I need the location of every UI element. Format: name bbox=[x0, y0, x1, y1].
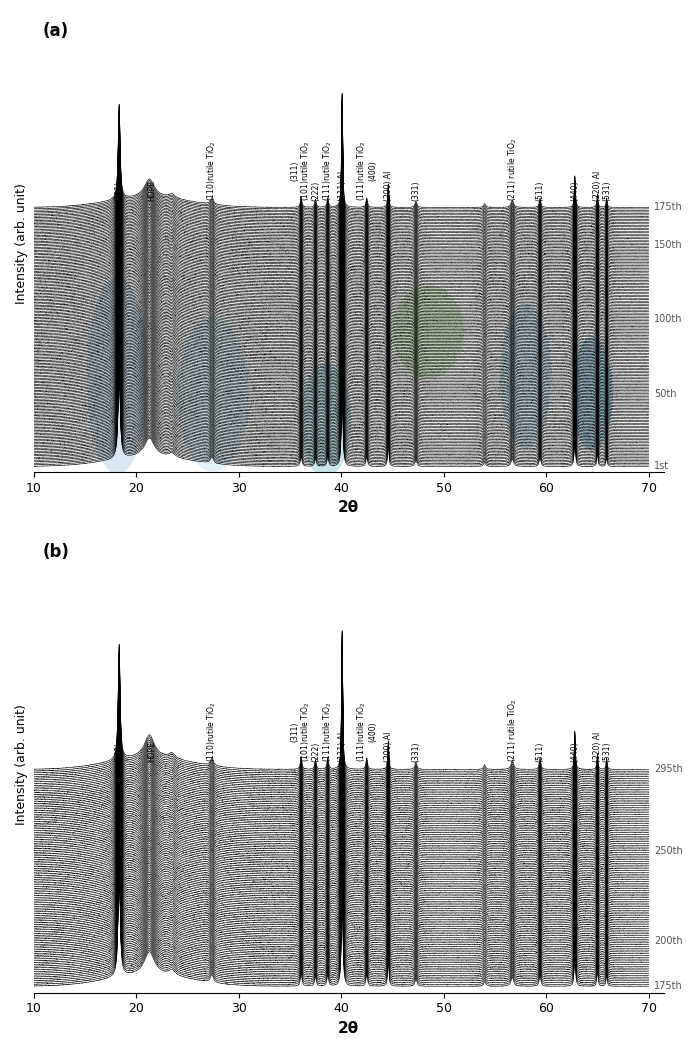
Text: (222): (222) bbox=[311, 742, 320, 762]
Ellipse shape bbox=[300, 363, 352, 477]
Ellipse shape bbox=[87, 277, 148, 474]
Text: HDPE: HDPE bbox=[147, 741, 156, 762]
Text: 175th: 175th bbox=[654, 203, 682, 212]
Text: (331): (331) bbox=[412, 181, 421, 201]
Text: (111): (111) bbox=[115, 742, 124, 762]
Text: (531): (531) bbox=[602, 181, 611, 201]
Ellipse shape bbox=[177, 316, 249, 472]
Text: (211) rutile TiO$_2$: (211) rutile TiO$_2$ bbox=[506, 138, 519, 201]
Text: 150th: 150th bbox=[654, 240, 682, 250]
Text: (111)rutile TiO$_2$
(400): (111)rutile TiO$_2$ (400) bbox=[356, 701, 378, 762]
Y-axis label: Intensity (arb. unit): Intensity (arb. unit) bbox=[15, 704, 28, 825]
Text: (222): (222) bbox=[311, 181, 320, 201]
Text: (331): (331) bbox=[412, 741, 421, 762]
Text: (111): (111) bbox=[115, 181, 124, 201]
Text: (211) rutile TiO$_2$: (211) rutile TiO$_2$ bbox=[506, 699, 519, 762]
X-axis label: 2θ: 2θ bbox=[338, 500, 359, 515]
Text: (a): (a) bbox=[43, 22, 69, 40]
Text: (111) Al: (111) Al bbox=[338, 731, 347, 762]
Text: (511): (511) bbox=[535, 741, 545, 762]
Text: (111)rutile TiO$_2$: (111)rutile TiO$_2$ bbox=[322, 701, 334, 762]
Text: HDPE: HDPE bbox=[147, 180, 156, 201]
Text: (440): (440) bbox=[570, 741, 579, 762]
Text: (440): (440) bbox=[570, 181, 579, 201]
Ellipse shape bbox=[572, 337, 613, 451]
Text: 100th: 100th bbox=[654, 314, 682, 324]
Text: 200th: 200th bbox=[654, 936, 682, 946]
Text: 295th: 295th bbox=[654, 764, 682, 775]
Text: 50th: 50th bbox=[654, 389, 677, 398]
Y-axis label: Intensity (arb. unit): Intensity (arb. unit) bbox=[15, 183, 28, 304]
Text: (531): (531) bbox=[602, 741, 611, 762]
Text: (200) Al: (200) Al bbox=[384, 731, 393, 762]
Text: 175th: 175th bbox=[654, 982, 682, 991]
Text: (311)
(101)rutile TiO$_2$: (311) (101)rutile TiO$_2$ bbox=[290, 141, 312, 201]
Text: (110)rutile TiO$_2$: (110)rutile TiO$_2$ bbox=[206, 701, 218, 762]
Text: (111)rutile TiO$_2$
(400): (111)rutile TiO$_2$ (400) bbox=[356, 141, 378, 201]
Ellipse shape bbox=[392, 285, 464, 378]
Text: (111) Al: (111) Al bbox=[338, 171, 347, 201]
Text: (511): (511) bbox=[535, 181, 545, 201]
Text: (220) Al: (220) Al bbox=[593, 731, 602, 762]
Text: (200) Al: (200) Al bbox=[384, 170, 393, 201]
Text: (110)rutile TiO$_2$: (110)rutile TiO$_2$ bbox=[206, 141, 218, 201]
Ellipse shape bbox=[500, 304, 552, 449]
Text: 1st: 1st bbox=[654, 461, 669, 472]
Text: (311)
(101)rutile TiO$_2$: (311) (101)rutile TiO$_2$ bbox=[290, 701, 312, 762]
Text: 250th: 250th bbox=[654, 846, 682, 856]
X-axis label: 2θ: 2θ bbox=[338, 1021, 359, 1036]
Text: (111)rutile TiO$_2$: (111)rutile TiO$_2$ bbox=[322, 141, 334, 201]
Text: (220) Al: (220) Al bbox=[593, 171, 602, 201]
Text: (b): (b) bbox=[43, 542, 70, 561]
